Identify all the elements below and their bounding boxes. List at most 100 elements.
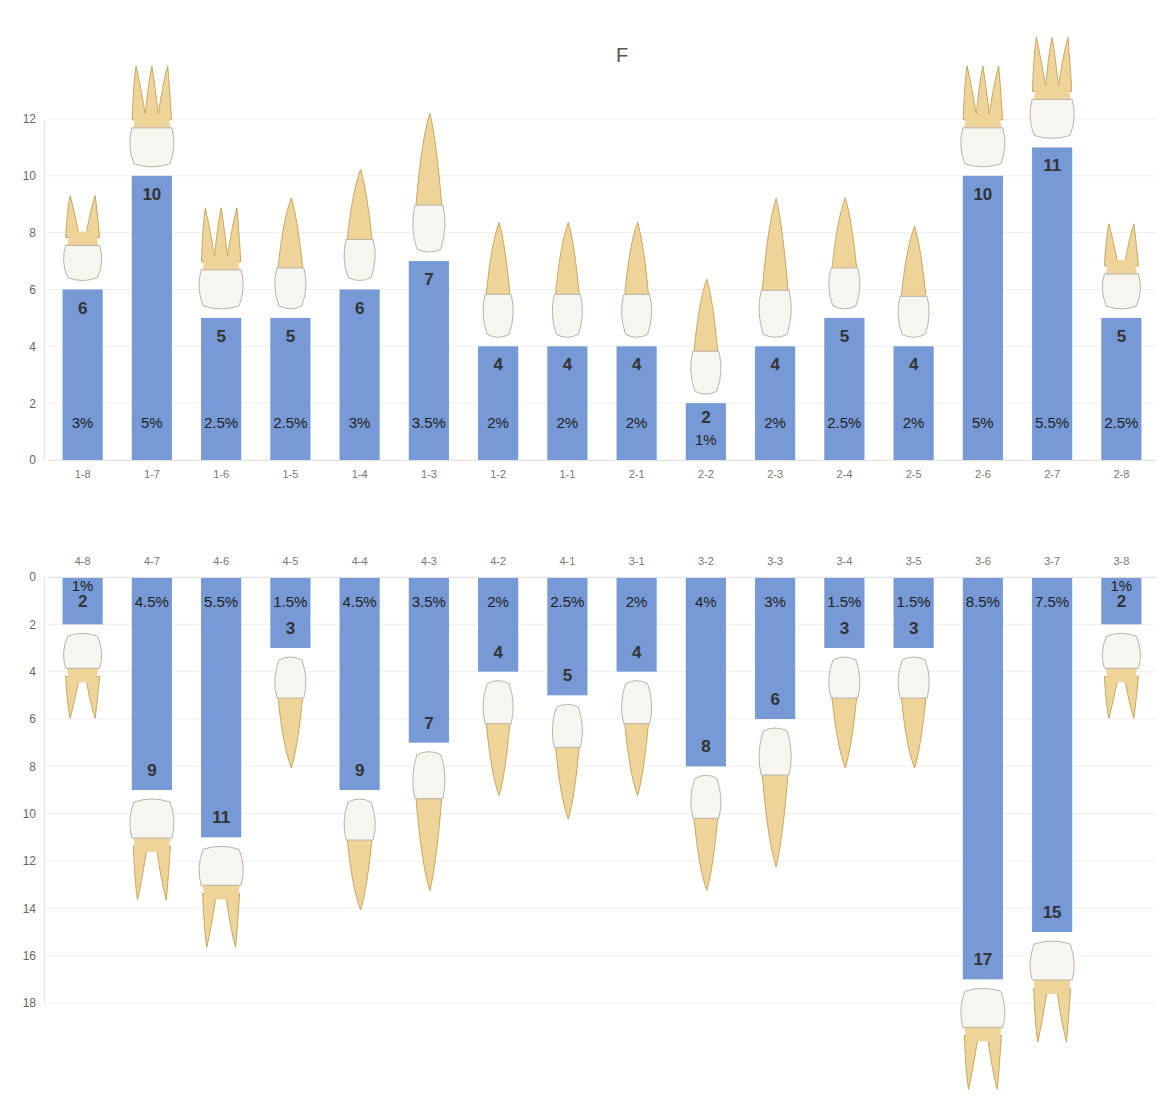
tooth-root — [278, 696, 303, 768]
y-tick: 6 — [29, 712, 44, 726]
percent-label: 3% — [349, 414, 371, 431]
tooth — [1030, 941, 1074, 1042]
x-axis-line — [49, 577, 1157, 578]
value-label: 15 — [1043, 903, 1062, 922]
percent-label: 2.5% — [1104, 414, 1138, 431]
x-tick-label: 3-5 — [906, 555, 922, 567]
y-tick: 0 — [29, 453, 44, 467]
x-tick: 4-3 — [421, 555, 437, 577]
x-tick: 3-5 — [906, 555, 922, 577]
tooth-root — [694, 279, 718, 353]
y-tick-label: 6 — [29, 283, 36, 297]
percent-label: 1% — [72, 577, 94, 594]
value-label: 6 — [770, 690, 779, 709]
x-tick-label: 2-1 — [629, 468, 645, 480]
x-tick: 4-6 — [213, 555, 229, 577]
value-label: 2 — [701, 408, 710, 427]
tooth-crown — [199, 846, 243, 885]
x-tick: 4-5 — [282, 555, 298, 577]
y-tick-label: 10 — [23, 169, 37, 183]
bar — [132, 176, 172, 460]
value-label: 7 — [424, 270, 433, 289]
tooth-root — [1032, 37, 1046, 91]
x-tick: 3-7 — [1044, 555, 1060, 577]
value-label: 9 — [355, 761, 364, 780]
y-tick: 10 — [23, 807, 44, 821]
percent-label: 8.5% — [966, 593, 1000, 610]
tooth — [552, 704, 582, 819]
y-axis: 024681012141618 — [23, 570, 45, 1010]
tooth-root — [989, 66, 1003, 120]
bar — [894, 577, 934, 648]
tooth — [961, 66, 1005, 167]
tooth — [199, 846, 243, 947]
tooth — [898, 226, 929, 337]
tooth — [483, 222, 513, 337]
bar — [201, 318, 241, 460]
y-tick: 18 — [23, 996, 44, 1010]
tooth-root — [987, 1035, 1001, 1089]
tooth-root — [1124, 224, 1138, 266]
x-tick: 1-2 — [490, 460, 506, 480]
tooth-crown — [130, 128, 174, 167]
tooth-crown — [64, 633, 102, 668]
bar — [963, 577, 1003, 979]
tooth-crown — [199, 270, 243, 309]
y-tick-label: 12 — [23, 854, 37, 868]
tooth-root — [227, 208, 241, 262]
x-tick-label: 2-4 — [836, 468, 852, 480]
tooth-root — [1104, 676, 1118, 718]
value-label: 5 — [563, 666, 572, 685]
chart-panel: 0246810121-81-71-61-51-41-31-21-12-12-22… — [23, 37, 1157, 479]
bar — [201, 577, 241, 837]
y-tick: 12 — [23, 112, 44, 126]
x-tick-label: 1-4 — [352, 468, 368, 480]
tooth-root — [203, 893, 217, 947]
value-label: 4 — [632, 643, 642, 662]
tooth-crown — [413, 205, 445, 252]
y-tick: 2 — [29, 397, 44, 411]
x-tick-label: 3-4 — [836, 555, 852, 567]
x-tick: 4-2 — [490, 555, 506, 577]
data-labels: 63%105%52.5%52.5%63%73.5%42%42%42%21%42%… — [72, 156, 1139, 448]
percent-label: 1% — [695, 431, 717, 448]
tooth-crown — [622, 294, 652, 337]
bar — [686, 577, 726, 766]
tooth-crown — [64, 246, 102, 281]
bar — [1032, 577, 1072, 932]
chart-title: F — [616, 44, 628, 66]
value-label: 5 — [840, 327, 849, 346]
tooth-root — [416, 113, 442, 207]
tooth — [275, 657, 306, 768]
x-tick: 2-6 — [975, 460, 991, 480]
y-tick-label: 0 — [29, 570, 36, 584]
tooth-root — [347, 170, 372, 242]
x-tick: 3-3 — [767, 555, 783, 577]
tooth-crown — [552, 294, 582, 337]
bar — [824, 318, 864, 460]
y-tick-label: 0 — [29, 453, 36, 467]
value-label: 3 — [909, 619, 918, 638]
tooth — [829, 657, 860, 768]
bar — [547, 346, 587, 460]
tooth — [552, 222, 582, 337]
bar — [340, 290, 380, 461]
bar — [824, 577, 864, 648]
tooth-crown — [829, 268, 860, 309]
x-axis: 4-84-74-64-54-44-34-24-13-13-23-33-43-53… — [49, 555, 1157, 578]
tooth-root — [156, 846, 170, 900]
value-label: 5 — [1117, 327, 1126, 346]
y-tick: 12 — [23, 854, 44, 868]
tooth-crown — [691, 775, 721, 818]
x-tick-label: 4-7 — [144, 555, 160, 567]
y-axis: 024681012 — [23, 112, 45, 467]
y-tick-label: 2 — [29, 397, 36, 411]
x-tick: 3-2 — [698, 555, 714, 577]
x-tick: 1-7 — [144, 460, 160, 480]
y-tick: 4 — [29, 340, 44, 354]
bar — [1101, 577, 1141, 624]
percent-label: 2% — [626, 593, 648, 610]
y-tick: 0 — [29, 570, 44, 584]
tooth-root — [901, 226, 926, 298]
y-axis-line — [44, 578, 45, 1004]
